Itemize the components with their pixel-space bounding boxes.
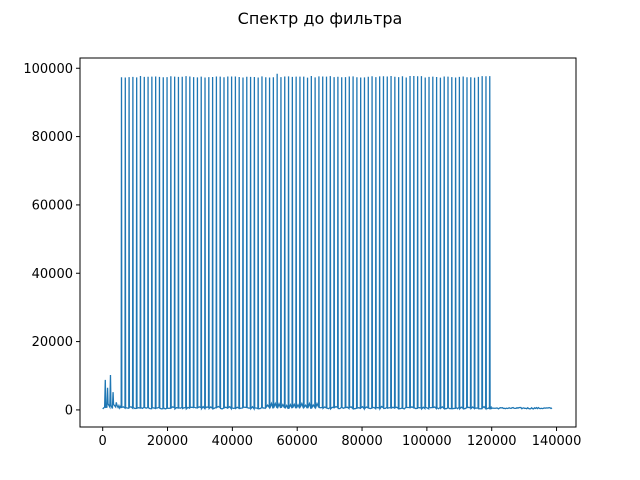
y-tick-label: 40000 (32, 267, 73, 282)
chart-title: Спектр до фильтра (238, 9, 403, 28)
plot-area (102, 73, 553, 411)
x-tick-label: 80000 (341, 434, 382, 449)
axes-frame (79, 57, 577, 428)
x-axis-ticks: 0 20000 40000 60000 80000 100000 120000 140000 (99, 427, 582, 449)
x-tick-label: 120000 (467, 434, 517, 449)
y-tick-label: 80000 (32, 130, 73, 145)
series-line (102, 73, 553, 411)
y-tick-label: 60000 (32, 198, 73, 213)
x-tick-label: 60000 (277, 434, 318, 449)
y-tick-label: 0 (65, 403, 73, 418)
x-tick-label: 0 (99, 434, 107, 449)
y-tick-label: 100000 (23, 62, 73, 77)
y-tick-label: 20000 (32, 335, 73, 350)
x-tick-label: 40000 (212, 434, 253, 449)
x-tick-label: 140000 (532, 434, 582, 449)
y-axis-ticks: 0 20000 40000 60000 80000 100000 (23, 62, 80, 418)
x-tick-label: 100000 (402, 434, 452, 449)
x-tick-label: 20000 (147, 434, 188, 449)
